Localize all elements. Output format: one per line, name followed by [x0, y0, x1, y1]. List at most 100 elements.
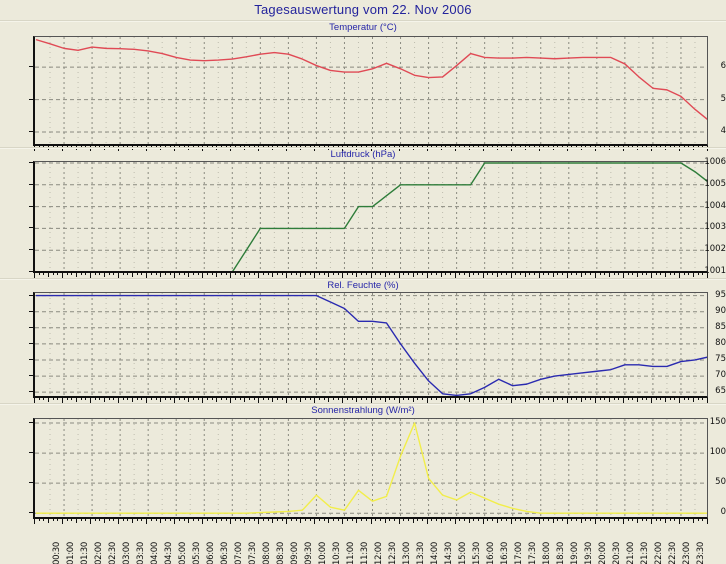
x-tick-label: 16:30 — [500, 542, 511, 564]
series-line-pressure — [232, 162, 707, 271]
x-tick-label: 14:00 — [430, 542, 441, 564]
x-tick-label: 12:00 — [374, 542, 384, 564]
title-divider — [0, 20, 726, 22]
x-tick-label: 22:00 — [654, 542, 665, 564]
x-tick-label: 01:30 — [79, 542, 90, 564]
y-tick-label-humidity: 85 — [715, 321, 726, 332]
x-tick-label: 04:00 — [149, 542, 160, 564]
y-tick-mark — [29, 249, 33, 251]
x-tick-label: 21:00 — [626, 542, 637, 564]
y-tick-label-humidity: 95 — [715, 289, 726, 300]
x-tick-label: 22:30 — [668, 542, 679, 564]
chart-panel-solar: Sonnenstrahlung (W/m²) 0 50 100 150 — [0, 405, 726, 524]
y-tick-mark — [29, 482, 33, 484]
y-tick-mark — [29, 452, 33, 454]
chart-panel-temperature: Temperatur (°C) 4 5 6 — [0, 22, 726, 151]
x-tick-label: 04:30 — [163, 542, 174, 564]
chart-title-pressure: Luftdruck (hPa) — [330, 149, 396, 160]
y-tick-mark — [29, 162, 33, 163]
plot-area-humidity — [33, 292, 708, 398]
x-tick-label: 05:00 — [177, 542, 188, 564]
x-tick-label: 16:00 — [486, 542, 497, 564]
x-tick-label: 21:30 — [640, 542, 651, 564]
x-tick-label: 02:00 — [93, 542, 104, 564]
y-tick-mark — [29, 512, 33, 514]
x-tick-label: 07:00 — [233, 542, 244, 564]
panel-divider-1 — [0, 147, 726, 149]
x-tick-label: 03:00 — [121, 542, 132, 564]
x-tick-label: 08:30 — [275, 542, 286, 564]
x-tick-marks-pressure — [33, 273, 708, 278]
x-tick-label: 20:00 — [598, 542, 609, 564]
x-tick-label: 00:30 — [51, 542, 62, 564]
y-tick-label-pressure: 1002 — [704, 244, 726, 255]
x-tick-marks-solar — [33, 519, 708, 524]
y-tick-mark — [29, 227, 33, 229]
x-tick-label: 12:30 — [388, 542, 399, 564]
y-tick-label-humidity: 75 — [715, 353, 726, 364]
series-line-temperature — [35, 38, 707, 120]
y-tick-mark — [29, 422, 33, 423]
x-tick-label: 23:30 — [696, 542, 707, 564]
x-tick-label: 09:00 — [289, 542, 300, 564]
y-tick-label-humidity: 65 — [715, 386, 726, 397]
chart-title-humidity: Rel. Feuchte (%) — [327, 280, 399, 291]
x-tick-label: 08:00 — [261, 542, 272, 564]
y-tick-label-temperature: 6 — [720, 61, 726, 72]
y-tick-mark — [29, 342, 33, 344]
panel-divider-3 — [0, 403, 726, 405]
x-tick-label: 18:00 — [542, 542, 553, 564]
x-tick-label: 03:30 — [135, 542, 146, 564]
y-tick-mark — [29, 326, 33, 328]
y-tick-mark — [29, 294, 33, 296]
y-tick-label-humidity: 70 — [715, 370, 726, 381]
x-tick-label: 10:30 — [331, 542, 342, 564]
y-tick-label-temperature: 5 — [720, 93, 726, 104]
x-tick-label: 18:30 — [556, 542, 567, 564]
x-tick-label: 06:30 — [219, 542, 230, 564]
x-tick-label: 06:00 — [205, 542, 216, 564]
x-tick-label: 05:30 — [191, 542, 202, 564]
y-tick-mark — [29, 375, 33, 377]
y-tick-label-solar: 100 — [709, 447, 726, 458]
y-tick-label-pressure: 1001 — [704, 266, 726, 276]
x-tick-label: 15:30 — [472, 542, 483, 564]
y-tick-label-humidity: 90 — [715, 305, 726, 316]
chart-panel-pressure: Luftdruck (hPa) 1001 1002 1003 1004 1005 1006 — [0, 149, 726, 278]
x-tick-label: 15:00 — [458, 542, 469, 564]
y-tick-label-solar: 50 — [715, 477, 726, 488]
y-tick-mark — [29, 183, 33, 185]
x-tick-label: 13:00 — [402, 542, 413, 564]
y-tick-mark — [29, 131, 33, 133]
page-title: Tagesauswertung vom 22. Nov 2006 — [254, 2, 472, 17]
y-tick-label-pressure: 1004 — [704, 200, 726, 211]
x-tick-label: 19:00 — [570, 542, 581, 564]
x-tick-label: 01:00 — [65, 542, 76, 564]
y-tick-label-solar: 150 — [709, 417, 726, 427]
y-tick-mark — [29, 391, 33, 393]
chart-title-temperature: Temperatur (°C) — [329, 22, 397, 33]
x-axis-labels: 00:30 01:00 01:30 02:00 02:30 03:00 03:30 04:00… — [0, 525, 726, 564]
x-tick-label: 14:30 — [444, 542, 455, 564]
x-tick-label: 17:30 — [528, 542, 539, 564]
y-tick-mark — [29, 271, 33, 272]
panel-divider-2 — [0, 278, 726, 280]
x-tick-label: 20:30 — [612, 542, 623, 564]
x-tick-label: 11:30 — [359, 542, 370, 564]
y-tick-label-solar: 0 — [720, 507, 726, 518]
plot-area-solar — [33, 418, 708, 519]
y-tick-label-pressure: 1003 — [704, 222, 726, 233]
x-tick-label: 09:30 — [303, 542, 314, 564]
x-tick-label: 13:30 — [416, 542, 427, 564]
y-tick-label-pressure: 1005 — [704, 178, 726, 189]
x-tick-label: 11:00 — [345, 542, 356, 564]
y-tick-mark — [29, 358, 33, 360]
plot-area-temperature — [33, 36, 708, 146]
y-tick-label-temperature: 4 — [720, 126, 726, 137]
plot-area-pressure — [33, 161, 708, 273]
x-tick-label: 07:30 — [247, 542, 258, 564]
series-line-solar — [36, 422, 707, 514]
x-tick-label: 23:00 — [682, 542, 693, 564]
y-tick-mark — [29, 98, 33, 100]
